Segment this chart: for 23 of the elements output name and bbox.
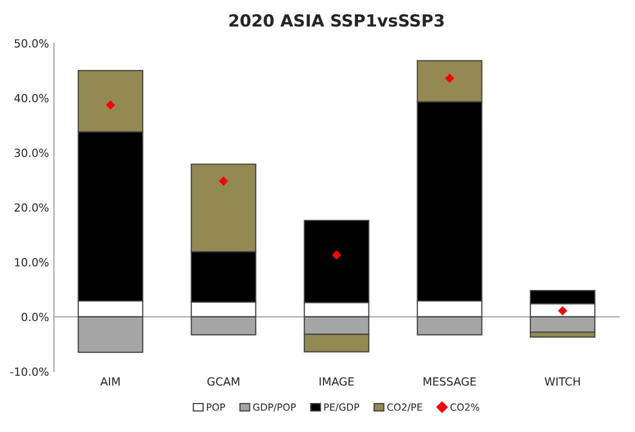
- point: [444, 74, 454, 83]
- point: [558, 306, 568, 316]
- legend-label: POP: [206, 403, 226, 411]
- legend-label: PE/GDP: [324, 403, 360, 412]
- point: [106, 100, 116, 110]
- y-tick-label: -10.0%: [10, 367, 48, 376]
- x-tick-label: GCAM: [207, 377, 240, 386]
- legend-label: CO2/PE: [387, 403, 422, 412]
- legend-label: CO2%: [450, 403, 480, 411]
- point: [332, 250, 342, 260]
- x-tick-label: AIM: [100, 377, 120, 386]
- y-tick-label: 10.0%: [15, 258, 48, 266]
- x-tick-label: MESSAGE: [424, 377, 476, 386]
- chart-title: 2020 ASIA SSP1vsSSP3: [229, 14, 444, 27]
- x-tick-label: IMAGE: [320, 377, 354, 386]
- y-tick-label: 30.0%: [14, 148, 48, 158]
- legend-label: GDP/POP: [253, 403, 296, 412]
- y-tick-label: 20.0%: [14, 203, 48, 212]
- y-tick-label: 50.0%: [14, 39, 48, 48]
- y-tick-label: 0.0%: [22, 312, 48, 322]
- y-tick-label: 40.0%: [14, 94, 48, 102]
- point: [218, 176, 228, 186]
- x-tick-label: WITCH: [544, 377, 580, 386]
